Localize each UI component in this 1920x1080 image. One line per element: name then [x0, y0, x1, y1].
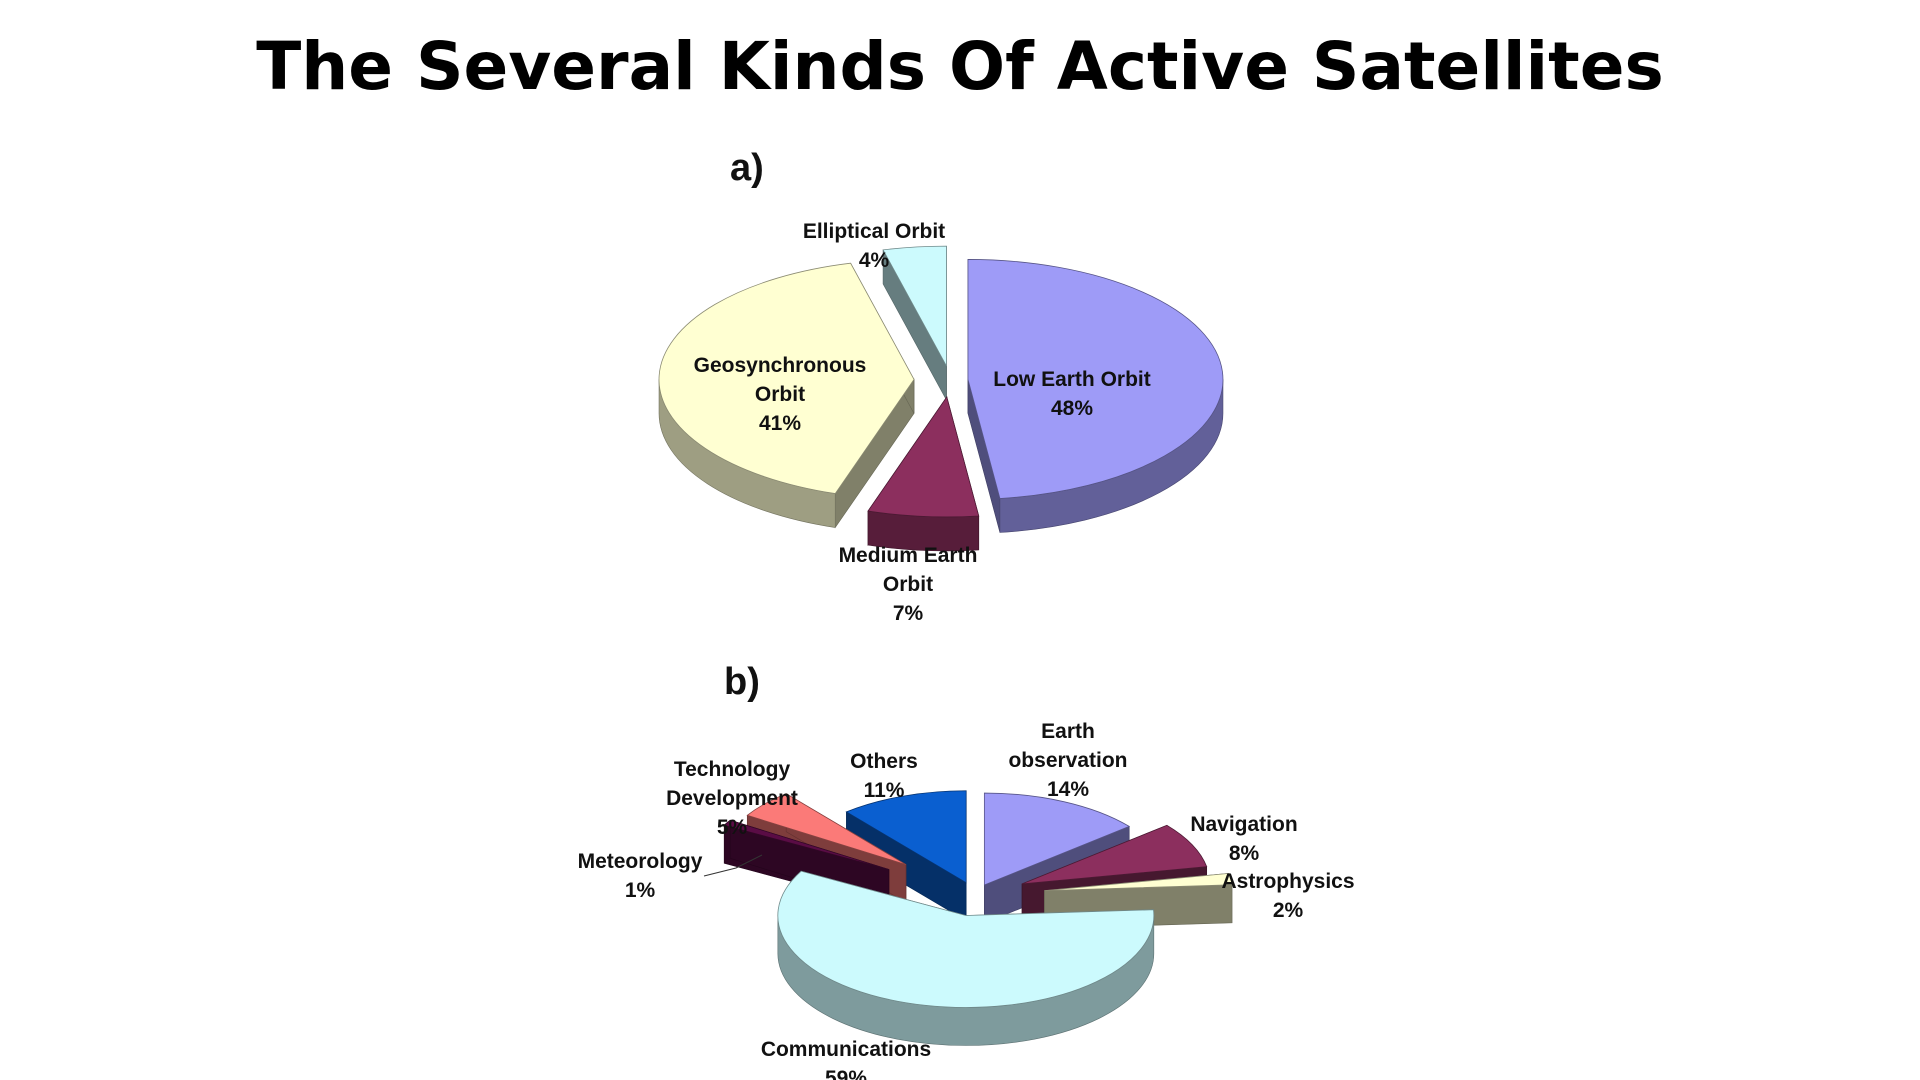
- label-geosynchronous-orbit: Geosynchronous Orbit 41%: [694, 354, 867, 435]
- panel-label: a): [730, 147, 764, 189]
- label-communications: Communications 59%: [761, 1038, 931, 1080]
- panel-label: b): [724, 661, 760, 703]
- label-astrophysics: Astrophysics 2%: [1221, 870, 1354, 922]
- label-others: Others 11%: [850, 750, 918, 802]
- slice-medium-earth-orbit: [867, 395, 980, 552]
- slice-low-earth-orbit: [967, 259, 1224, 533]
- label-elliptical-orbit: Elliptical Orbit 4%: [803, 220, 945, 272]
- pie-chart-b: b) Earth observation 14% Navigation 8%Astroph…: [578, 661, 1355, 1080]
- pie-chart-a: a) Low Earth Orbit 48% Medium Earth Orbit 7% G…: [658, 147, 1224, 625]
- label-technology-development: Technology Development 5%: [666, 758, 798, 839]
- slice-geosynchronous-orbit: [658, 262, 915, 529]
- slice-elliptical-orbit: [882, 245, 947, 401]
- label-low-earth-orbit: Low Earth Orbit 48%: [993, 368, 1151, 420]
- label-earth-observation: Earth observation 14%: [1008, 720, 1127, 801]
- slice-communications: [777, 870, 1155, 1046]
- label-meteorology: Meteorology 1%: [578, 850, 703, 902]
- label-medium-earth-orbit: Medium Earth Orbit 7%: [839, 544, 978, 625]
- page-title: The Several Kinds Of Active Satellites: [256, 28, 1664, 105]
- label-navigation: Navigation 8%: [1190, 813, 1297, 865]
- slice-astrophysics: [1044, 872, 1233, 929]
- leader-line: [703, 854, 763, 877]
